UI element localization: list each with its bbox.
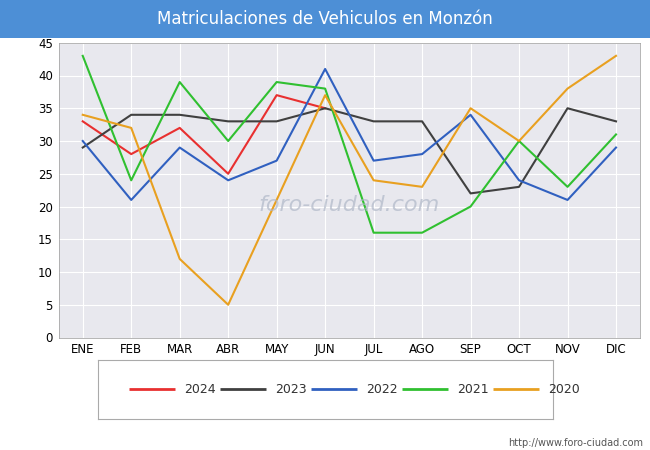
Text: foro-ciudad.com: foro-ciudad.com — [259, 195, 440, 215]
Text: http://www.foro-ciudad.com: http://www.foro-ciudad.com — [508, 438, 644, 448]
Text: 2024: 2024 — [184, 383, 216, 396]
Text: Matriculaciones de Vehiculos en Monzón: Matriculaciones de Vehiculos en Monzón — [157, 10, 493, 28]
Text: 2020: 2020 — [548, 383, 580, 396]
Text: 2023: 2023 — [275, 383, 307, 396]
Text: 2021: 2021 — [457, 383, 489, 396]
Text: 2022: 2022 — [366, 383, 398, 396]
